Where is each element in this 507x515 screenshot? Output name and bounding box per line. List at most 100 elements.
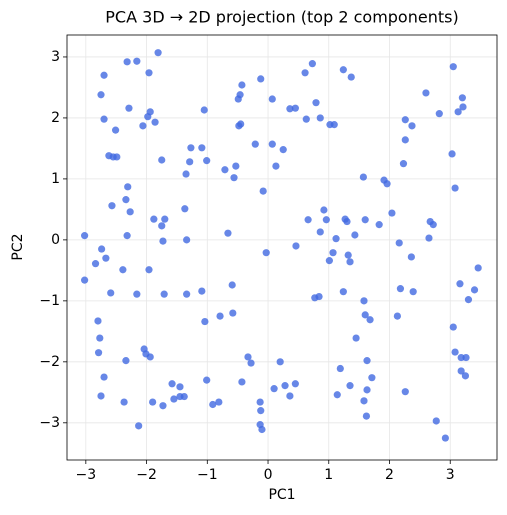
point [98,245,106,253]
point [322,216,330,224]
y-tick-label: −3 [39,415,60,431]
point [251,140,259,148]
point [94,349,103,357]
point [150,215,158,223]
y-tick-label: 3 [51,49,60,65]
point [186,158,194,166]
point [238,378,246,386]
chart-title: PCA 3D → 2D projection (top 2 components… [105,8,458,27]
point [81,232,89,240]
x-tick-label: −1 [197,467,218,483]
point [216,312,224,320]
point [247,359,255,367]
y-tick-label: −1 [39,293,60,309]
point [409,288,417,296]
point [451,348,459,356]
point [91,260,100,268]
point [224,229,232,237]
point [108,202,116,210]
point [346,258,354,266]
point [292,242,300,250]
point [158,222,166,230]
x-tick-label: 1 [324,467,333,483]
x-tick-label: −2 [136,467,157,483]
point [375,221,383,229]
point [359,173,367,181]
point [435,110,443,118]
point [201,317,209,326]
point [100,373,108,381]
point [168,380,176,388]
point [361,216,369,224]
x-tick-label: 0 [264,467,273,483]
point [97,392,105,400]
point [329,249,337,257]
y-tick-label: −2 [39,354,60,370]
point [432,417,440,425]
point [151,118,159,126]
point [344,251,352,259]
point [302,115,310,123]
y-axis-label: PC2 [10,233,26,260]
point [441,434,449,442]
point [461,372,470,380]
point [396,285,405,293]
point [183,236,191,244]
point [238,81,246,89]
point [401,388,409,396]
point [256,398,264,406]
point [279,146,287,154]
point [158,156,166,164]
point [123,58,131,66]
y-tick-label: 2 [51,110,60,126]
point [96,334,104,342]
point [125,104,133,112]
point [363,357,371,365]
point [368,374,376,382]
point [135,422,143,430]
x-axis-label: PC1 [268,487,295,503]
point [113,153,121,161]
point [399,160,408,168]
point [234,95,242,103]
x-tick-label: 2 [385,467,394,483]
point [257,407,265,415]
point [316,228,324,236]
point [360,397,368,405]
point [325,257,333,265]
point [149,398,157,406]
point [100,71,108,79]
point [81,276,89,284]
point [286,392,294,400]
point [464,296,473,304]
point [180,392,188,401]
point [363,386,371,394]
point [120,398,128,406]
point [462,353,470,362]
point [144,113,152,121]
point [339,288,347,296]
point [262,249,270,257]
point [360,297,368,305]
point [347,73,355,81]
point [142,350,150,358]
point [457,367,465,375]
point [304,216,312,224]
point [316,114,324,122]
point [268,140,276,148]
point [281,382,289,390]
point [160,290,168,298]
point [97,91,105,99]
point [203,376,211,384]
point [139,122,147,130]
point [215,398,223,406]
point [200,106,208,114]
point [229,309,237,317]
point [336,364,344,373]
point [268,95,276,103]
point [346,382,354,390]
point [451,184,459,192]
point [393,312,401,320]
point [122,196,130,204]
